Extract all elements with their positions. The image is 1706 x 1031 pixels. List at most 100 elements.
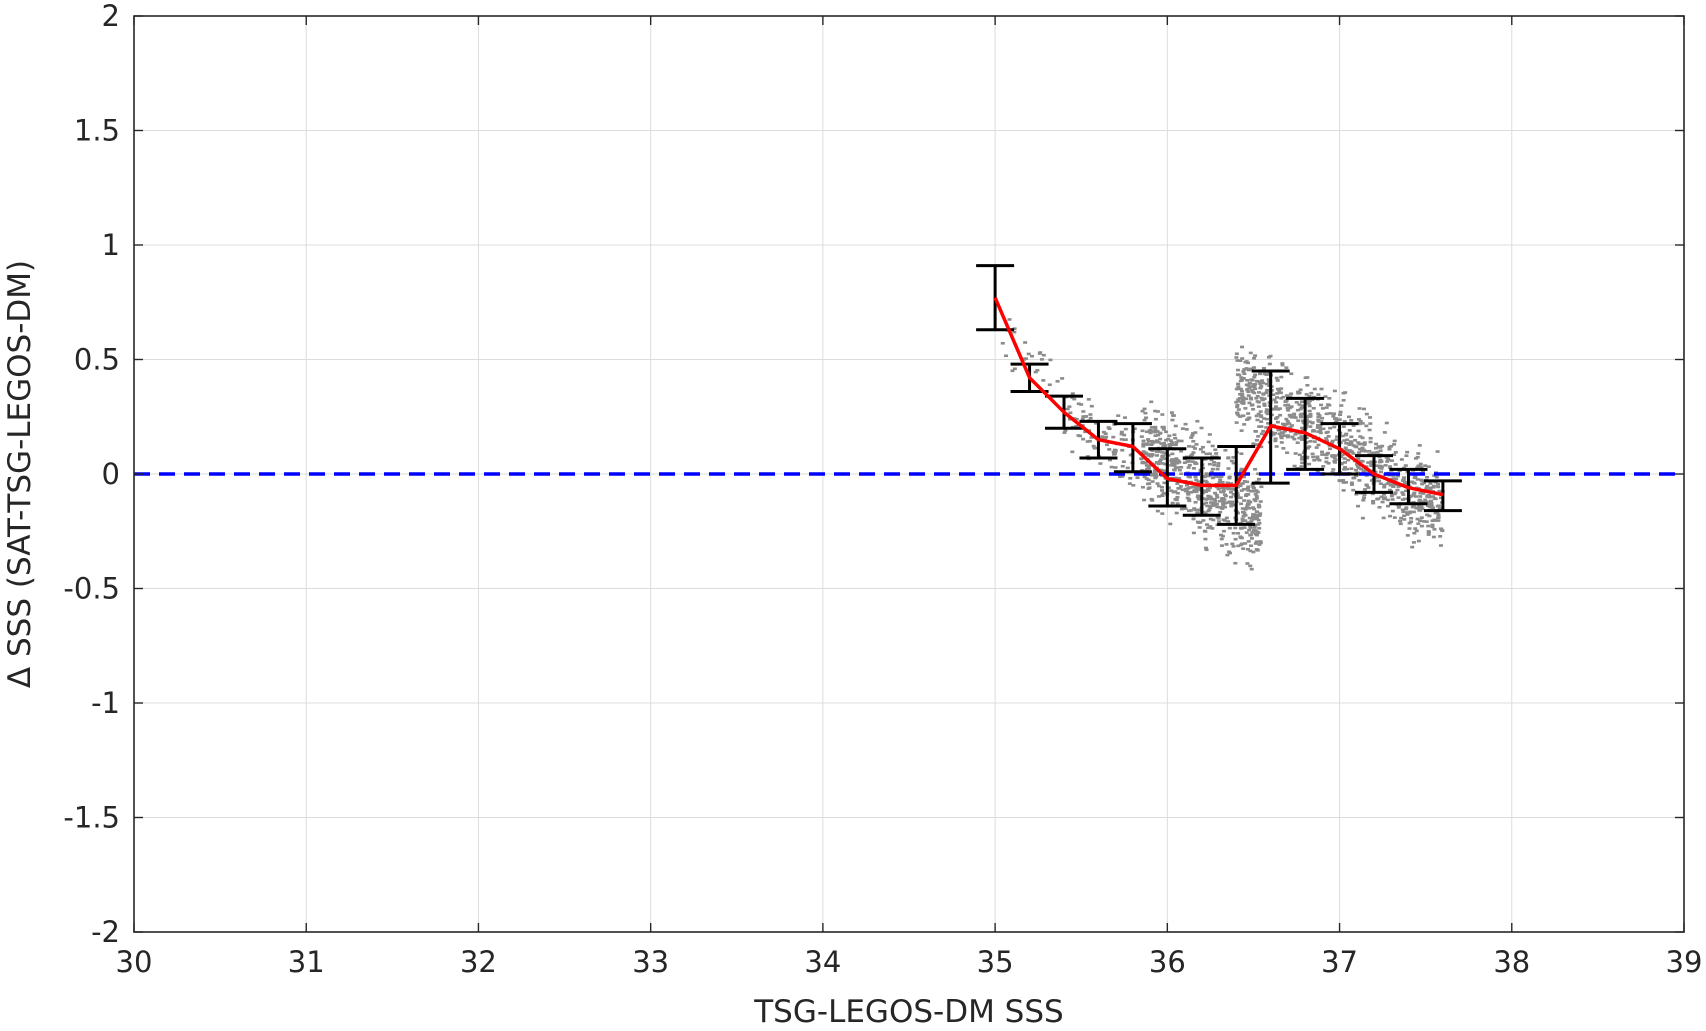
scatter-point xyxy=(1294,401,1299,404)
scatter-point xyxy=(1363,469,1368,472)
scatter-point xyxy=(1249,567,1254,571)
scatter-point xyxy=(1252,375,1257,379)
scatter-point xyxy=(1277,389,1282,393)
scatter-point xyxy=(1169,489,1174,492)
scatter-point xyxy=(1279,441,1284,444)
scatter-point xyxy=(1254,495,1259,498)
scatter-point xyxy=(1256,531,1261,535)
scatter-point xyxy=(1254,438,1259,442)
scatter-point xyxy=(1236,398,1241,401)
scatter-point xyxy=(1204,498,1209,501)
scatter-point xyxy=(1360,442,1365,446)
scatter-point xyxy=(1158,431,1163,435)
scatter-point xyxy=(1411,510,1416,514)
scatter-point xyxy=(1149,455,1154,458)
scatter-point xyxy=(1236,413,1241,417)
scatter-point xyxy=(1140,485,1145,489)
scatter-point xyxy=(1070,392,1075,395)
scatter-point xyxy=(1156,484,1161,488)
scatter-point xyxy=(1074,424,1079,428)
scatter-point xyxy=(1140,429,1145,433)
scatter-point xyxy=(1418,491,1423,495)
scatter-point xyxy=(1220,507,1225,510)
scatter-point xyxy=(1206,473,1211,476)
scatter-point xyxy=(1259,445,1264,449)
scatter-point xyxy=(1191,445,1196,449)
scatter-point xyxy=(1430,523,1435,527)
scatter-point xyxy=(1259,425,1264,428)
scatter-point xyxy=(1149,400,1154,404)
scatter-point xyxy=(1248,351,1253,355)
scatter-point xyxy=(1368,436,1373,440)
scatter-point xyxy=(1359,449,1364,453)
scatter-point xyxy=(1364,424,1369,428)
scatter-point xyxy=(1420,507,1425,511)
scatter-point xyxy=(1343,466,1348,469)
scatter-point xyxy=(1162,481,1167,485)
scatter-point xyxy=(1356,441,1361,444)
scatter-point xyxy=(1148,453,1153,456)
scatter-point xyxy=(1319,403,1324,407)
scatter-point xyxy=(1170,501,1175,505)
scatter-point xyxy=(1254,414,1259,418)
scatter-point xyxy=(1436,485,1441,489)
x-tick-label: 39 xyxy=(1666,945,1703,979)
scatter-point xyxy=(1238,392,1243,396)
scatter-point xyxy=(1023,341,1028,344)
scatter-point xyxy=(1411,541,1416,544)
scatter-point xyxy=(1160,494,1165,498)
scatter-point xyxy=(1146,467,1151,470)
scatter-point xyxy=(1193,431,1198,434)
scatter-point xyxy=(1253,524,1258,527)
scatter-point xyxy=(1191,517,1196,521)
scatter-point xyxy=(1360,422,1365,425)
scatter-point xyxy=(1153,428,1158,431)
scatter-point xyxy=(1391,485,1396,488)
scatter-point xyxy=(1188,491,1193,494)
scatter-point xyxy=(1225,553,1230,557)
y-tick-label: -1.5 xyxy=(63,801,120,835)
scatter-point xyxy=(1342,457,1347,460)
scatter-point xyxy=(1155,439,1160,442)
scatter-point xyxy=(1386,458,1391,462)
scatter-point xyxy=(1234,352,1239,356)
scatter-point xyxy=(1123,427,1128,431)
scatter-point xyxy=(1222,498,1227,501)
scatter-point xyxy=(1385,498,1390,502)
scatter-point xyxy=(1194,490,1199,494)
scatter-point xyxy=(1197,526,1202,529)
scatter-point xyxy=(1219,537,1224,541)
scatter-point xyxy=(1204,452,1209,456)
scatter-point xyxy=(1311,455,1316,459)
scatter-point xyxy=(1253,492,1258,496)
scatter-point xyxy=(1252,489,1257,493)
scatter-point xyxy=(1062,431,1067,434)
scatter-point xyxy=(1404,507,1409,511)
scatter-point xyxy=(1356,457,1361,460)
scatter-point xyxy=(1246,540,1251,543)
scatter-point xyxy=(1155,482,1160,485)
scatter-point xyxy=(1362,493,1367,496)
scatter-point xyxy=(1404,481,1409,485)
x-tick-label: 38 xyxy=(1493,945,1530,979)
scatter-point xyxy=(1204,548,1209,552)
scatter-point xyxy=(1423,464,1428,467)
scatter-point xyxy=(1415,478,1420,481)
scatter-point xyxy=(1187,445,1192,448)
scatter-point xyxy=(1158,437,1163,441)
scatter-point xyxy=(1353,444,1358,448)
scatter-point xyxy=(1196,488,1201,492)
scatter-point xyxy=(1356,504,1361,508)
scatter-point xyxy=(1279,436,1284,440)
scatter-point xyxy=(1245,361,1250,365)
scatter-point xyxy=(1412,491,1417,495)
scatter-point xyxy=(1425,475,1430,479)
scatter-point xyxy=(1216,462,1221,465)
scatter-point xyxy=(1284,417,1289,421)
scatter-point xyxy=(1141,442,1146,446)
scatter-point xyxy=(1215,496,1220,499)
scatter-point xyxy=(1240,392,1245,396)
y-tick-label: -1 xyxy=(91,686,120,720)
scatter-point xyxy=(1292,437,1297,441)
scatter-point xyxy=(1245,418,1250,421)
